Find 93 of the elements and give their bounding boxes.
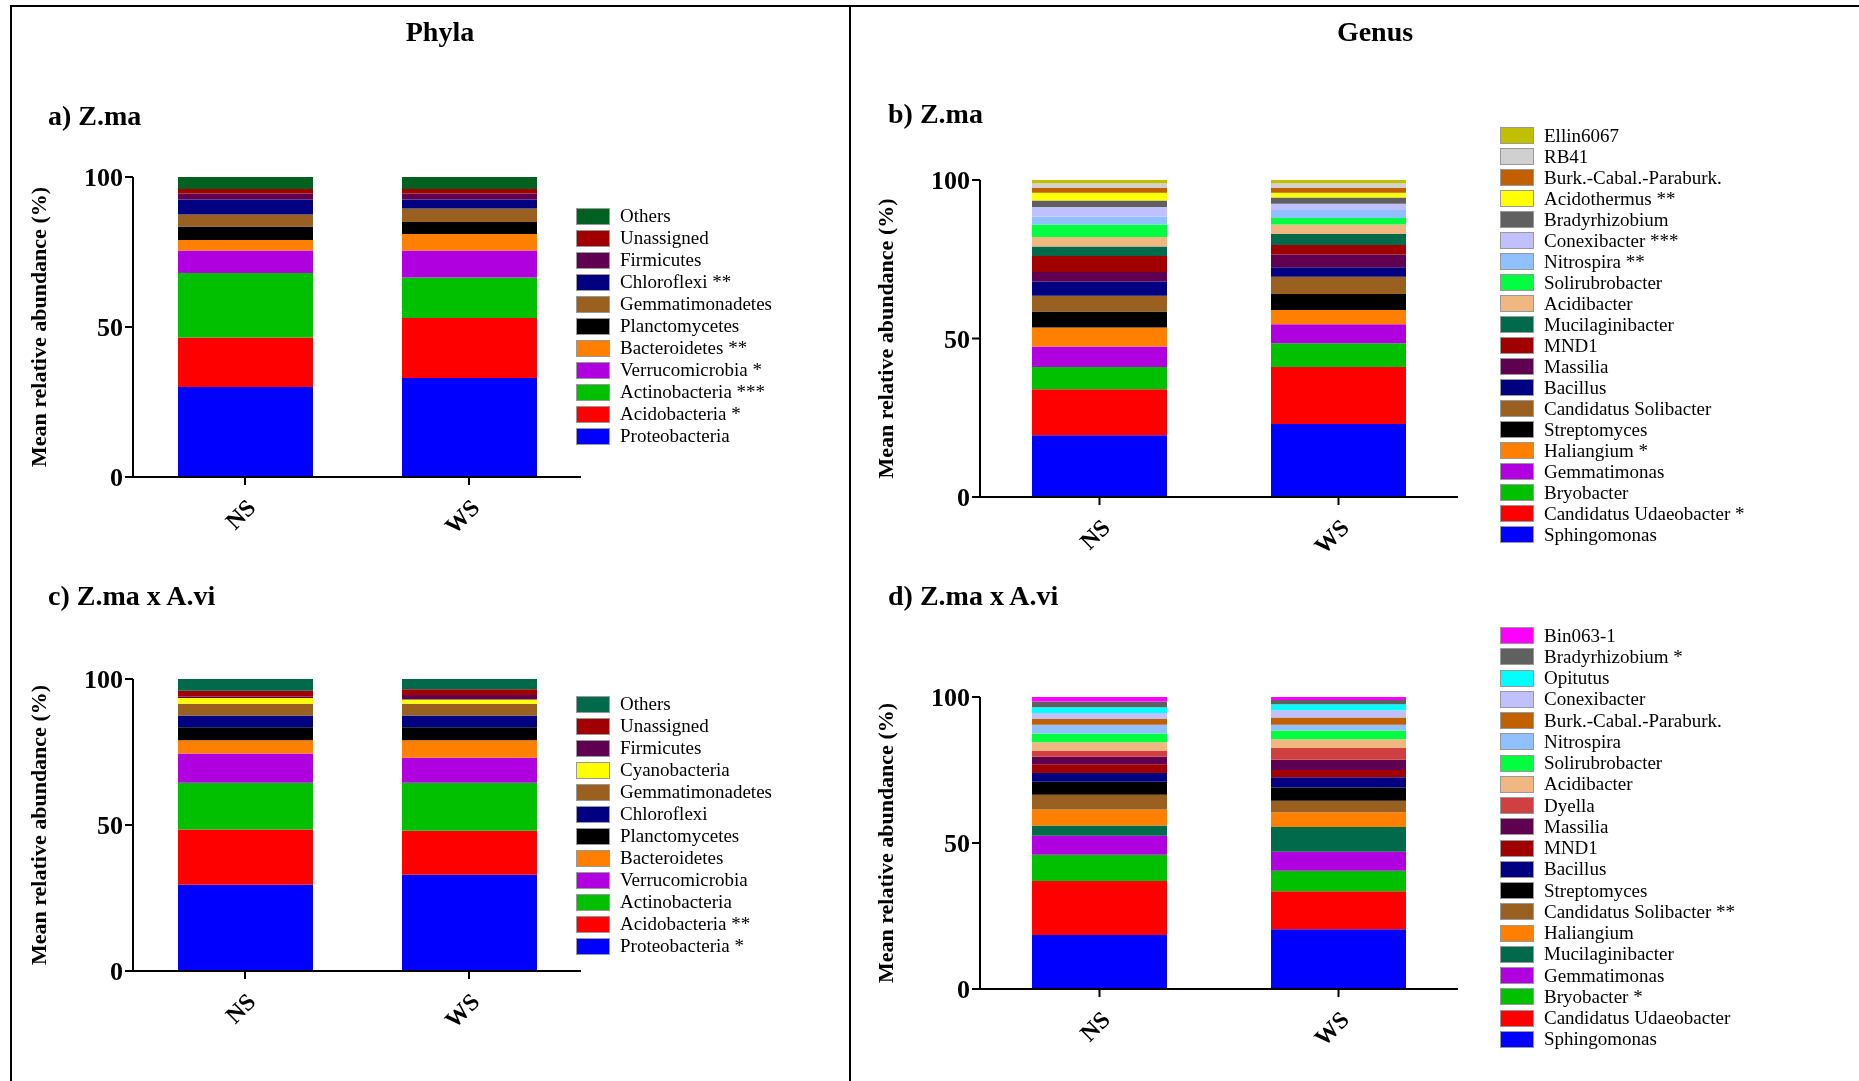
legend-label: Acidibacter (1544, 292, 1633, 315)
y-axis-title: Mean relative abundance (%) (872, 702, 898, 984)
legend-label: Sphingomonas (1544, 523, 1657, 546)
legend-label: Mucilaginibacter (1544, 943, 1674, 966)
legend-label: Nitrospira ** (1544, 250, 1645, 273)
legend-label: Chloroflexi (620, 803, 708, 825)
legend-label: Bacteroidetes ** (620, 337, 748, 359)
legend-label: Solirubrobacter (1544, 752, 1663, 775)
legend-label: Unassigned (620, 715, 709, 737)
legend-label: Verrucomicrobia (620, 869, 748, 891)
legend-label: Actinobacteria (620, 891, 732, 913)
legend-label: Streptomyces (1544, 418, 1648, 441)
legend-label: Bryobacter * (1544, 985, 1643, 1008)
legend-label: Unassigned (620, 227, 709, 249)
legend-label: Nitrospira (1544, 730, 1622, 753)
legend-label: Firmicutes (620, 249, 702, 271)
legend-label: Bradyrhizobium * (1544, 645, 1683, 668)
legend-label: Gemmatimonadetes (620, 293, 772, 315)
legend-label: Acidothermus ** (1544, 187, 1676, 210)
x-tick-label: WS (439, 988, 485, 1033)
legend-label: Burk.-Cabal.-Paraburk. (1544, 709, 1722, 732)
y-axis-title: Mean relative abundance (%) (872, 198, 898, 479)
chart-title: c) Z.ma x A.vi (48, 580, 216, 612)
y-axis-title: Mean relative abundance (%) (25, 684, 51, 966)
chart-title: a) Z.ma (48, 100, 142, 132)
y-tick-label: 100 (931, 683, 970, 713)
legend-label: Planctomycetes (620, 315, 740, 337)
legend-label: MND1 (1544, 334, 1598, 357)
legend-label: Bin063-1 (1544, 624, 1616, 647)
legend-label: Chloroflexi ** (620, 271, 732, 293)
y-tick-label: 50 (97, 811, 123, 841)
legend-label: Massilia (1544, 815, 1609, 838)
legend-label: Gemmatimonas (1544, 964, 1665, 987)
y-axis-title: Mean relative abundance (%) (25, 186, 51, 468)
legend-label: Acidibacter (1544, 773, 1633, 796)
x-tick-label: NS (1074, 514, 1116, 555)
legend-label: Acidobacteria ** (620, 913, 751, 935)
legend-label: Haliangium (1544, 922, 1634, 945)
x-tick-label: WS (439, 494, 485, 539)
legend-label: Conexibacter (1544, 688, 1646, 711)
y-tick-label: 0 (957, 483, 970, 513)
x-tick-label: NS (1074, 1006, 1116, 1047)
legend-label: Acidobacteria * (620, 403, 741, 425)
legend-label: Bacillus (1544, 376, 1607, 399)
legend-label: Burk.-Cabal.-Paraburk. (1544, 166, 1722, 189)
legend-label: Candidatus Udaeobacter (1544, 1007, 1731, 1030)
y-tick-label: 50 (97, 313, 123, 343)
legend-label: Others (620, 693, 671, 715)
legend-label: Bacillus (1544, 858, 1607, 881)
y-tick-label: 0 (110, 463, 123, 493)
legend-label: Proteobacteria * (620, 935, 744, 957)
legend-label: Actinobacteria *** (620, 381, 766, 403)
legend-label: Candidatus Solibacter (1544, 397, 1712, 420)
legend-label: Conexibacter *** (1544, 229, 1679, 252)
legend-label: Planctomycetes (620, 825, 740, 847)
x-tick-label: WS (1309, 1006, 1355, 1051)
text: Phyla (404, 16, 476, 48)
chart-title: b) Z.ma (888, 98, 983, 130)
y-tick-label: 100 (84, 163, 123, 193)
legend-label: Cyanobacteria (620, 759, 730, 781)
x-tick-label: NS (220, 988, 261, 1029)
legend-label: Bradyrhizobium (1544, 208, 1669, 231)
legend-label: Others (620, 205, 671, 227)
legend-label: Gemmatimonadetes (620, 781, 772, 803)
legend-label: Candidatus Udaeobacter * (1544, 502, 1745, 525)
legend-label: Massilia (1544, 355, 1609, 378)
legend-label: Candidatus Solibacter ** (1544, 900, 1736, 923)
legend-label: Sphingomonas (1544, 1028, 1657, 1051)
legend-label: Proteobacteria (620, 425, 730, 447)
legend-label: Bryobacter (1544, 481, 1629, 504)
y-tick-label: 100 (84, 665, 123, 695)
chart-title: d) Z.ma x A.vi (888, 580, 1059, 612)
legend-label: Opitutus (1544, 667, 1610, 690)
legend-label: RB41 (1544, 145, 1589, 168)
text: Genus (1335, 16, 1415, 48)
legend-label: Mucilaginibacter (1544, 313, 1674, 336)
legend-label: Streptomyces (1544, 879, 1648, 902)
y-tick-label: 50 (944, 324, 970, 354)
y-tick-label: 100 (931, 166, 970, 196)
legend-label: Verrucomicrobia * (620, 359, 762, 381)
legend-label: Gemmatimonas (1544, 460, 1665, 483)
legend-label: Solirubrobacter (1544, 271, 1663, 294)
legend-label: Haliangium * (1544, 439, 1648, 462)
y-tick-label: 0 (110, 957, 123, 987)
x-tick-label: WS (1309, 514, 1355, 559)
y-tick-label: 50 (944, 829, 970, 859)
x-tick-label: NS (220, 494, 261, 535)
y-tick-label: 0 (957, 975, 970, 1005)
legend-label: Firmicutes (620, 737, 702, 759)
legend-label: MND1 (1544, 837, 1598, 860)
legend-label: Dyella (1544, 794, 1595, 817)
legend-label: Bacteroidetes (620, 847, 724, 869)
legend-label: Ellin6067 (1544, 124, 1619, 147)
